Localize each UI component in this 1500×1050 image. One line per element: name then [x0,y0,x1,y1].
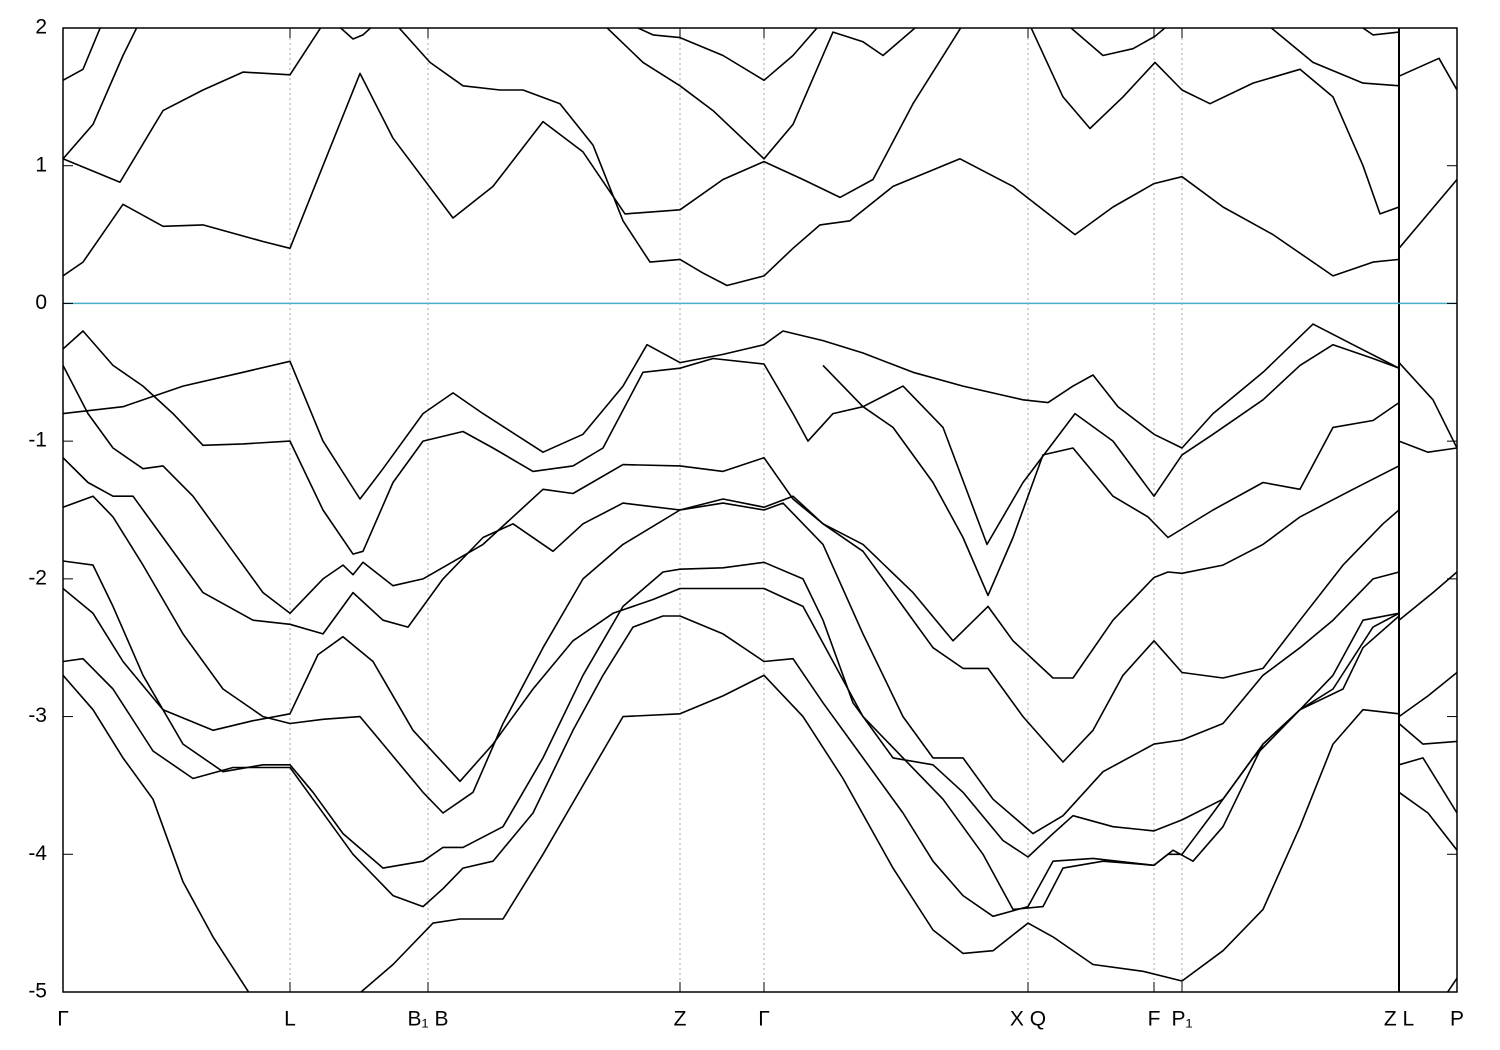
band-line [63,365,1400,679]
x-tick-label: Z L [1384,1008,1414,1031]
band-line [822,343,1400,546]
band-line [63,28,102,82]
x-tick-label: P₁ [1171,1008,1192,1031]
band-line [63,615,1457,918]
bands [63,28,1457,992]
x-tick-label: Γ [57,1008,69,1031]
band-line [63,495,1457,835]
band-line [63,323,1457,500]
x-tick-label: Z [674,1008,687,1031]
y-tick-label: -3 [28,704,47,727]
x-tick-label: Γ [758,1008,770,1031]
band-line [63,674,1457,992]
y-tick-label: -4 [28,842,47,865]
y-tick-label: 1 [35,153,47,176]
x-tick-label: X Q [1010,1008,1046,1031]
x-tick-label: P [1450,1008,1464,1031]
x-tick-label: F [1148,1008,1161,1031]
band-line [63,587,1457,911]
band-line [606,28,917,160]
plot-frame [62,27,1458,993]
band-line [63,28,962,277]
band-line [636,28,819,82]
band-line [1069,28,1167,57]
y-tick-label: 2 [35,16,47,39]
x-tick-label: L [284,1008,296,1031]
band-line [63,330,1457,597]
band-line [63,28,138,160]
band-line [1030,28,1457,215]
y-tick-label: -2 [28,566,47,589]
band-line [63,28,322,183]
band-line [398,28,1457,287]
y-tick-label: -1 [28,429,47,452]
y-tick-label: -5 [28,980,47,1003]
band-line [1270,28,1400,87]
band-line [339,28,372,40]
y-tick-label: 0 [35,291,47,314]
x-tick-label: B₁ B [408,1008,449,1031]
band-line [1361,28,1400,36]
band-line [63,560,1457,869]
